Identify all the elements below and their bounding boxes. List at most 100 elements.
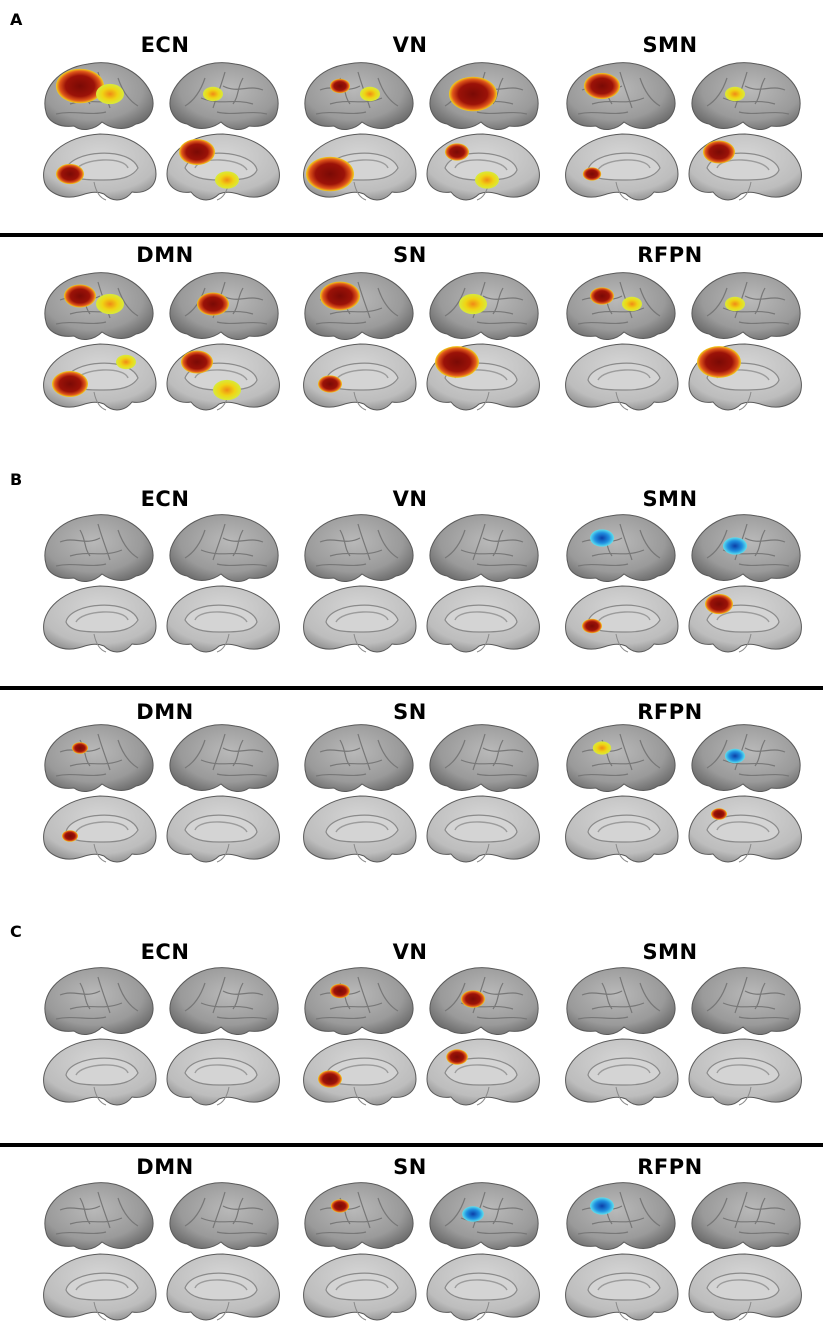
lateral-brain-view xyxy=(44,724,154,792)
medial-brain-view xyxy=(43,343,157,411)
activation-blob-red xyxy=(446,1049,468,1065)
lateral-brain-view xyxy=(304,272,414,340)
activation-blob-blue xyxy=(462,1206,484,1222)
panel-letter-b: B xyxy=(10,470,23,489)
activation-blob-yellow xyxy=(96,293,124,315)
lateral-brain-view xyxy=(304,514,414,582)
lateral-brain-view xyxy=(429,967,539,1035)
lateral-brain-view xyxy=(429,514,539,582)
medial-brain-view xyxy=(166,585,280,653)
activation-blob-red xyxy=(330,1199,350,1213)
lateral-brain-view xyxy=(169,724,279,792)
activation-blob-red xyxy=(197,292,229,316)
activation-blob-red xyxy=(584,73,620,99)
medial-brain-view xyxy=(426,1038,540,1106)
medial-brain-view xyxy=(426,795,540,863)
activation-blob-red xyxy=(72,742,88,754)
network-title: SN xyxy=(393,700,427,724)
network-title: DMN xyxy=(136,1155,194,1179)
medial-brain-view xyxy=(426,133,540,201)
network-title: SMN xyxy=(642,33,698,57)
medial-brain-view xyxy=(166,133,280,201)
medial-brain-view xyxy=(166,1253,280,1321)
activation-blob-red xyxy=(62,830,78,842)
lateral-brain-view xyxy=(566,272,676,340)
activation-blob-yellow xyxy=(116,354,136,370)
activation-blob-yellow xyxy=(725,86,745,102)
network-title: RFPN xyxy=(637,700,703,724)
activation-blob-red xyxy=(445,143,469,161)
lateral-brain-view xyxy=(429,724,539,792)
medial-brain-view xyxy=(688,795,802,863)
medial-brain-view xyxy=(565,1253,679,1321)
lateral-brain-view xyxy=(691,62,801,130)
medial-brain-view xyxy=(303,795,417,863)
medial-brain-view xyxy=(303,1038,417,1106)
network-title: DMN xyxy=(136,700,194,724)
medial-brain-view xyxy=(43,585,157,653)
activation-blob-yellow xyxy=(360,86,380,102)
network-title: VN xyxy=(392,940,428,964)
medial-brain-view xyxy=(166,1038,280,1106)
network-title: SN xyxy=(393,1155,427,1179)
activation-blob-red xyxy=(711,808,727,820)
activation-blob-red xyxy=(330,78,350,94)
activation-blob-red xyxy=(181,350,213,374)
medial-brain-view xyxy=(688,585,802,653)
activation-blob-red xyxy=(52,371,88,397)
lateral-brain-view xyxy=(691,514,801,582)
network-title: VN xyxy=(392,33,428,57)
network-title: SMN xyxy=(642,940,698,964)
section-divider xyxy=(0,1143,823,1147)
medial-brain-view xyxy=(426,1253,540,1321)
lateral-brain-view xyxy=(169,62,279,130)
activation-blob-yellow xyxy=(725,296,745,312)
medial-brain-view xyxy=(303,133,417,201)
medial-brain-view xyxy=(43,133,157,201)
activation-blob-red xyxy=(590,287,614,305)
activation-blob-red xyxy=(318,375,342,393)
medial-brain-view xyxy=(565,133,679,201)
panel-letter-c: C xyxy=(10,922,22,941)
activation-blob-blue xyxy=(590,1197,614,1215)
lateral-brain-view xyxy=(691,272,801,340)
network-title: VN xyxy=(392,487,428,511)
medial-brain-view xyxy=(303,343,417,411)
medial-brain-view xyxy=(43,1253,157,1321)
activation-blob-red xyxy=(320,281,360,311)
activation-blob-yellow xyxy=(592,741,612,755)
activation-blob-yellow xyxy=(215,171,239,189)
lateral-brain-view xyxy=(566,724,676,792)
network-title: ECN xyxy=(140,33,190,57)
network-title: DMN xyxy=(136,243,194,267)
medial-brain-view xyxy=(426,585,540,653)
lateral-brain-view xyxy=(169,514,279,582)
activation-blob-yellow xyxy=(203,86,223,102)
activation-blob-red xyxy=(461,990,485,1008)
panel-letter-a: A xyxy=(10,10,23,29)
lateral-brain-view xyxy=(691,967,801,1035)
medial-brain-view xyxy=(303,1253,417,1321)
network-title: SMN xyxy=(642,487,698,511)
activation-blob-red xyxy=(56,163,84,185)
medial-brain-view xyxy=(43,795,157,863)
activation-blob-yellow xyxy=(622,296,642,312)
lateral-brain-view xyxy=(169,1182,279,1250)
lateral-brain-view xyxy=(44,967,154,1035)
medial-brain-view xyxy=(565,1038,679,1106)
activation-blob-red xyxy=(705,593,733,615)
medial-brain-view xyxy=(166,343,280,411)
medial-brain-view xyxy=(688,1038,802,1106)
lateral-brain-view xyxy=(44,272,154,340)
network-title: RFPN xyxy=(637,243,703,267)
lateral-brain-view xyxy=(429,62,539,130)
activation-blob-red xyxy=(582,167,602,181)
activation-blob-red xyxy=(330,983,350,999)
medial-brain-view xyxy=(688,133,802,201)
activation-blob-yellow xyxy=(96,83,124,105)
lateral-brain-view xyxy=(44,62,154,130)
medial-brain-view xyxy=(688,343,802,411)
lateral-brain-view xyxy=(566,967,676,1035)
network-title: SN xyxy=(393,243,427,267)
activation-blob-blue xyxy=(725,748,745,764)
